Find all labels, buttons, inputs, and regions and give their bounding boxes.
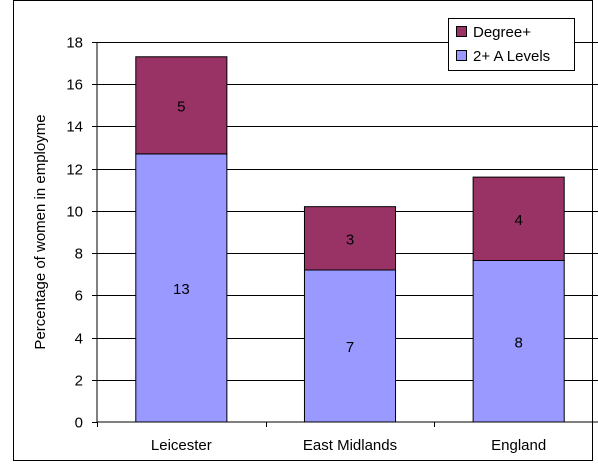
legend-label: Degree+ — [473, 24, 531, 41]
y-tick-label: 0 — [75, 415, 83, 432]
x-tick-label: England — [491, 437, 546, 454]
bar-segment — [472, 260, 565, 423]
data-label: 7 — [346, 339, 354, 356]
data-label: 5 — [177, 98, 185, 115]
y-tick-label: 4 — [75, 331, 83, 348]
y-tick-label: 16 — [66, 77, 83, 94]
x-axis-ticks: Leicester East Midlands England — [97, 422, 546, 454]
y-tick-label: 12 — [66, 162, 83, 179]
y-tick-label: 6 — [75, 288, 83, 305]
data-label: 13 — [173, 281, 190, 298]
legend-swatch — [456, 26, 467, 37]
y-tick-label: 10 — [66, 204, 83, 221]
y-tick-label: 8 — [75, 246, 83, 263]
y-tick-label: 14 — [66, 119, 83, 136]
chart-border — [13, 0, 593, 461]
bar-segment — [472, 176, 565, 261]
data-label: 4 — [514, 212, 522, 229]
legend-label: 2+ A Levels — [473, 48, 550, 65]
bar-segment — [303, 206, 397, 271]
data-label: 3 — [346, 231, 354, 248]
y-axis-label: Percentage of women in employme — [32, 114, 49, 349]
legend: Degree+ 2+ A Levels — [448, 18, 575, 71]
bar-segment — [135, 56, 228, 155]
legend-swatch — [456, 50, 467, 61]
data-labels: 13 5 7 3 8 4 — [173, 98, 523, 356]
bars — [135, 56, 565, 423]
x-tick-label: Leicester — [151, 437, 212, 454]
y-tick-label: 18 — [66, 35, 83, 52]
y-tick-label: 2 — [75, 373, 83, 390]
y-axis-ticks: 0 2 4 6 8 10 12 14 16 18 — [66, 35, 97, 432]
x-tick-label: East Midlands — [303, 437, 397, 454]
data-label: 8 — [514, 334, 522, 351]
legend-box — [448, 18, 575, 71]
